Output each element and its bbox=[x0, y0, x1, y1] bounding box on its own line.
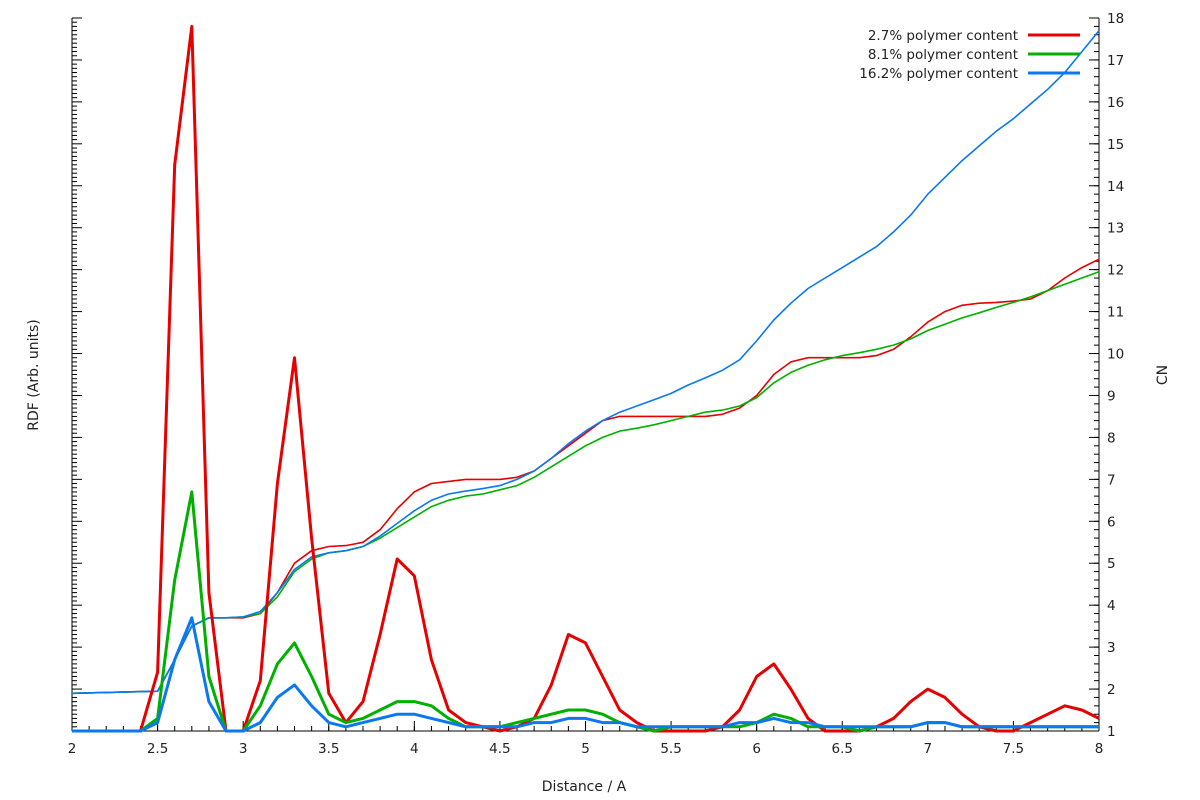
y-axis-label-left: RDF (Arb. units) bbox=[26, 319, 42, 430]
legend-item-16-2: 16.2% polymer content bbox=[859, 66, 1080, 82]
y-right-tick-label: 11 bbox=[1107, 305, 1124, 321]
y-right-tick-label: 13 bbox=[1107, 221, 1124, 237]
y-right-tick-label: 12 bbox=[1107, 263, 1124, 279]
y-right-tick-label: 14 bbox=[1107, 179, 1124, 195]
y-right-tick-label: 9 bbox=[1107, 388, 1116, 404]
cn-line-2-7 bbox=[71, 258, 1100, 695]
x-tick-label: 6 bbox=[752, 741, 761, 757]
y-right-tick-label: 5 bbox=[1107, 556, 1116, 572]
cn-line-16-2 bbox=[71, 30, 1100, 695]
y-right-tick-label: 8 bbox=[1107, 430, 1116, 446]
y-right-tick-label: 10 bbox=[1107, 347, 1124, 363]
series bbox=[71, 24, 1100, 733]
rdf-line-8-1 bbox=[72, 490, 1099, 733]
legend-item-2-7: 2.7% polymer content bbox=[868, 28, 1080, 44]
x-tick-label: 8 bbox=[1095, 741, 1104, 757]
x-tick-label: 5.5 bbox=[660, 741, 681, 757]
y-right-tick-label: 2 bbox=[1107, 682, 1116, 698]
legend-item-8-1: 8.1% polymer content bbox=[868, 47, 1080, 63]
x-axis-label: Distance / A bbox=[542, 779, 627, 795]
y-right-tick-label: 16 bbox=[1107, 95, 1124, 111]
y-right-tick-label: 4 bbox=[1107, 598, 1116, 614]
rdf-line-2-7 bbox=[72, 24, 1100, 733]
legend-label-2-7: 2.7% polymer content bbox=[868, 28, 1018, 44]
x-tick-label: 2 bbox=[68, 741, 77, 757]
y-right-tick-label: 6 bbox=[1107, 514, 1116, 530]
y-right-tick-label: 15 bbox=[1107, 137, 1124, 153]
x-tick-label: 3 bbox=[239, 741, 248, 757]
x-tick-label: 5 bbox=[581, 741, 590, 757]
x-tick-label: 3.5 bbox=[318, 741, 339, 757]
y-right-tick-label: 1 bbox=[1107, 724, 1116, 740]
y-right-tick-label: 7 bbox=[1107, 472, 1116, 488]
axis-ticks: 2 2.5 3 3.5 4 4.5 5 5.5 6 6.5 7 7.5 8123456789101112… bbox=[68, 11, 1124, 757]
y-right-tick-label: 18 bbox=[1107, 11, 1124, 27]
x-tick-label: 7 bbox=[924, 741, 933, 757]
legend-label-8-1: 8.1% polymer content bbox=[868, 47, 1018, 63]
legend: 2.7% polymer content 8.1% polymer conten… bbox=[859, 28, 1080, 82]
x-tick-label: 4.5 bbox=[489, 741, 510, 757]
x-tick-label: 4 bbox=[410, 741, 419, 757]
rdf-line-16-2 bbox=[72, 616, 1099, 733]
y-right-tick-label: 3 bbox=[1107, 640, 1116, 656]
x-tick-label: 6.5 bbox=[832, 741, 853, 757]
x-tick-label: 2.5 bbox=[147, 741, 168, 757]
y-right-tick-label: 17 bbox=[1107, 53, 1124, 69]
y-axis-label-right: CN bbox=[1155, 365, 1171, 385]
legend-label-16-2: 16.2% polymer content bbox=[859, 66, 1018, 82]
cn-line-8-1 bbox=[71, 270, 1100, 695]
x-tick-label: 7.5 bbox=[1003, 741, 1024, 757]
axes bbox=[71, 18, 1100, 732]
